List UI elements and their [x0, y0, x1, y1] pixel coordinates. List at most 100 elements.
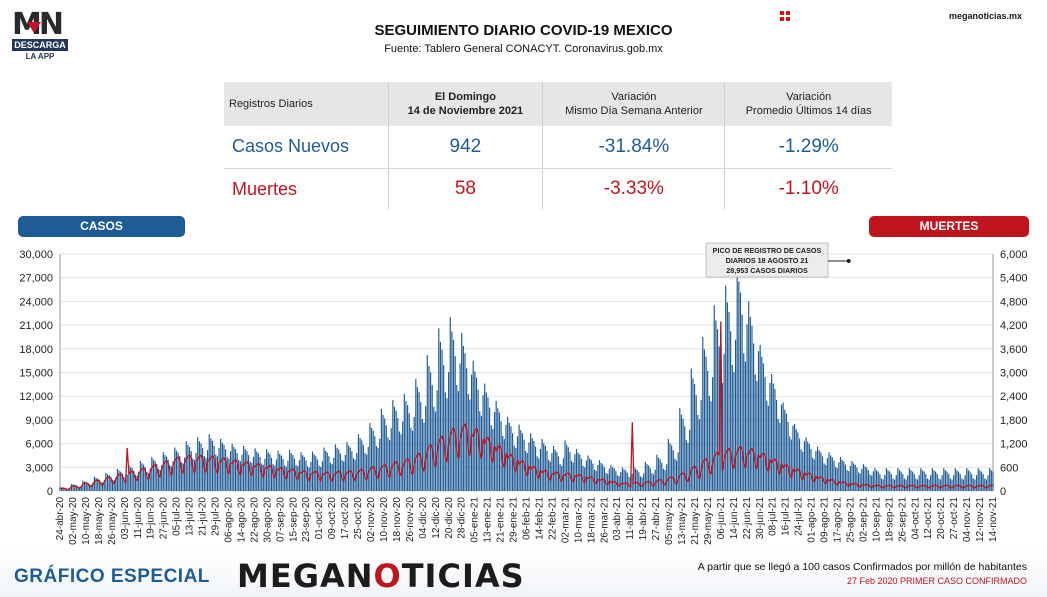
cases-bar: [551, 453, 553, 491]
left-tick-label: 9,000: [25, 415, 53, 427]
x-tick-label: 03-abr-21: [612, 497, 623, 541]
site-url[interactable]: meganoticias.mx: [948, 11, 1022, 21]
cases-bar: [792, 425, 794, 491]
cases-bar: [311, 451, 314, 491]
cases-bar: [397, 418, 399, 491]
cases-bar: [495, 400, 497, 491]
cases-bar: [84, 481, 86, 491]
x-tick-label: 19-jun-20: [146, 497, 157, 540]
cases-bar: [567, 447, 569, 491]
cases-bar: [654, 469, 656, 491]
cases-bar: [869, 474, 871, 491]
cases-bar: [464, 353, 466, 491]
cases-bar: [962, 479, 965, 491]
cases-bar: [603, 467, 605, 491]
cases-bar: [421, 418, 423, 491]
x-tick-label: 16-jul-21: [781, 497, 792, 536]
cases-bar: [731, 364, 733, 491]
cases-bar: [612, 467, 614, 491]
cases-bar: [367, 446, 369, 491]
cases-bar: [280, 455, 282, 491]
x-tick-label: 26-mar-21: [599, 497, 610, 544]
cases-bar: [164, 455, 166, 491]
x-tick-label: 21-may-21: [690, 497, 701, 545]
x-tick-label: 30-jun-21: [755, 497, 766, 540]
x-tick-label: 06-ago-20: [224, 497, 235, 543]
cases-bar: [933, 470, 935, 491]
x-tick-label: 02-sep-21: [858, 497, 869, 542]
cases-bar: [139, 460, 141, 491]
cases-bar: [920, 468, 922, 491]
cases-bar: [771, 374, 773, 491]
cases-bar: [646, 464, 648, 491]
right-tick-label: 600: [1000, 462, 1018, 474]
cases-bar: [485, 392, 487, 491]
x-tick-label: 20-oct-21: [936, 497, 947, 540]
cases-bar: [862, 464, 865, 491]
cases-bar: [261, 463, 263, 491]
cases-bar: [379, 438, 381, 491]
cases-bar: [703, 349, 705, 491]
cases-bar: [210, 438, 212, 491]
annotation-line: 28,953 CASOS DIARIOS: [726, 266, 808, 275]
cases-bar: [705, 356, 707, 491]
cases-bar: [746, 324, 748, 491]
x-tick-label: 04-nov-21: [962, 497, 973, 542]
cases-bar: [689, 429, 691, 491]
cases-bar: [211, 440, 214, 491]
cases-bar: [364, 452, 366, 491]
cases-bar: [146, 471, 148, 491]
brand-part-a: MEGAN: [237, 557, 374, 595]
cases-bar: [825, 464, 827, 491]
cases-bar: [438, 328, 440, 491]
cases-bar: [252, 456, 255, 491]
cases-bar: [510, 426, 512, 491]
cases-bar: [544, 445, 546, 491]
cases-bar: [420, 401, 422, 491]
cases-bar: [128, 464, 130, 491]
cases-bar: [969, 471, 971, 491]
cases-bar: [392, 400, 394, 491]
cases-bar: [697, 414, 699, 491]
cases-bar: [895, 475, 897, 491]
cases-bar: [844, 464, 847, 491]
cases-bar: [341, 460, 343, 491]
cases-bar: [574, 454, 576, 491]
cases-bar: [520, 430, 522, 491]
cases-bar: [597, 465, 599, 491]
cases-bar: [779, 423, 781, 491]
x-tick-label: 20-dic-20: [444, 497, 455, 539]
cases-bar: [671, 445, 673, 491]
cases-bar: [707, 370, 709, 491]
cases-bar: [446, 398, 448, 491]
cases-bar: [484, 383, 486, 491]
cases-bar: [238, 459, 240, 491]
cases-bar: [243, 445, 245, 491]
cases-bar: [587, 455, 589, 491]
cases-bar: [884, 475, 886, 491]
cases-bar: [249, 461, 251, 491]
cases-bar: [220, 438, 222, 491]
cases-bar: [589, 458, 591, 491]
x-tick-label: 29-ene-21: [509, 497, 520, 543]
cases-bar: [129, 467, 132, 491]
cases-bar: [648, 465, 650, 491]
app-logo[interactable]: MN DESCARGA LA APP: [12, 10, 72, 61]
cases-bar: [352, 458, 355, 491]
cases-bar: [259, 457, 261, 491]
cases-bar: [625, 470, 627, 491]
cases-bar: [292, 454, 294, 491]
cases-bar: [976, 475, 978, 491]
cases-bar: [472, 360, 474, 491]
cases-bar: [366, 454, 368, 491]
cases-bar: [618, 476, 620, 491]
cases-bar: [275, 459, 278, 491]
cases-bar: [949, 478, 951, 491]
cases-bar: [113, 480, 115, 491]
cases-bar: [456, 384, 458, 491]
cases-bar: [88, 484, 91, 491]
cases-bar: [794, 423, 796, 491]
cases-bar: [433, 406, 435, 491]
left-tick-label: 0: [47, 486, 53, 498]
cases-bar: [739, 292, 742, 491]
